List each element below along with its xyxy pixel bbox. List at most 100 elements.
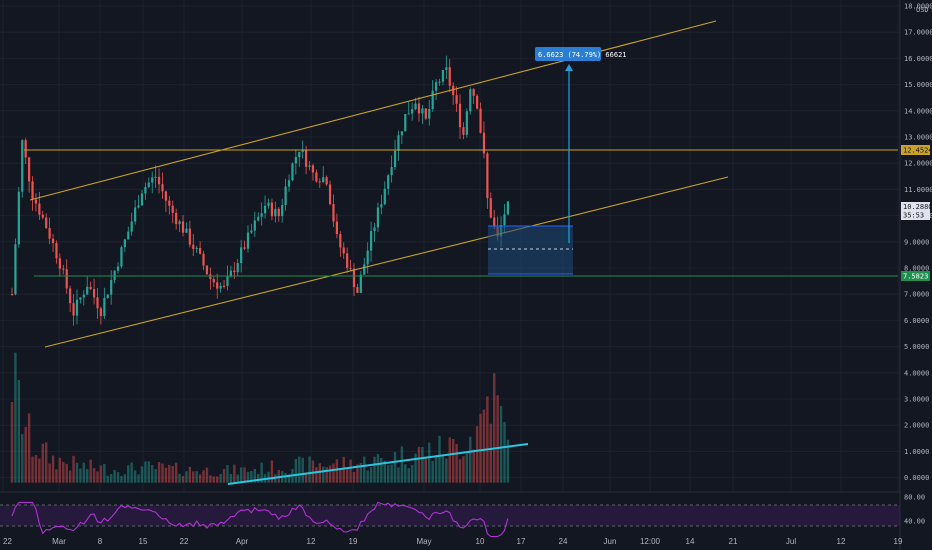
candle-body bbox=[65, 269, 68, 289]
candle-body bbox=[55, 243, 58, 259]
candle-body bbox=[48, 228, 51, 239]
volume-bar bbox=[308, 456, 311, 483]
candle-body bbox=[233, 270, 236, 273]
candle-body bbox=[69, 288, 72, 304]
volume-bar bbox=[451, 439, 455, 483]
volume-bar bbox=[233, 464, 236, 483]
candle-body bbox=[188, 228, 191, 245]
volume-bar bbox=[174, 462, 178, 483]
volume-bar bbox=[219, 473, 222, 483]
volume-bar bbox=[294, 459, 298, 483]
candle-body bbox=[373, 227, 376, 232]
grid-lines bbox=[0, 0, 900, 540]
volume-bar bbox=[27, 413, 31, 483]
price-tick-label: 11.0000 bbox=[904, 186, 932, 194]
volume-bar bbox=[62, 461, 65, 483]
volume-bar bbox=[58, 457, 62, 483]
volume-trend-line[interactable] bbox=[227, 443, 529, 485]
volume-bar bbox=[253, 469, 257, 483]
candle-body bbox=[452, 85, 455, 96]
candle-body bbox=[407, 113, 410, 115]
volume-bar bbox=[383, 460, 386, 483]
volume-bar bbox=[369, 467, 373, 483]
candle-body bbox=[113, 270, 116, 280]
volume-bar bbox=[75, 462, 79, 483]
volume-bar bbox=[116, 472, 120, 483]
price-tick-label: 12.0000 bbox=[904, 160, 932, 168]
price-tick-label: 0.0000 bbox=[904, 474, 929, 482]
candle-body bbox=[79, 297, 82, 300]
volume-bar bbox=[270, 460, 274, 483]
volume-bar bbox=[106, 475, 109, 483]
volume-bar bbox=[21, 434, 24, 483]
candle-body bbox=[428, 108, 431, 119]
candle-body bbox=[424, 108, 427, 119]
volume-bar bbox=[195, 471, 198, 483]
candle-body bbox=[393, 150, 397, 168]
long-position-zone[interactable] bbox=[488, 226, 573, 274]
date-tick-label: 19 bbox=[894, 537, 903, 546]
volume-bar bbox=[157, 462, 161, 483]
candle-body bbox=[110, 279, 113, 295]
volume-bar bbox=[428, 442, 431, 483]
candle-body bbox=[151, 177, 154, 183]
candle-body bbox=[438, 81, 441, 83]
candle-body bbox=[130, 221, 133, 232]
candle-body bbox=[445, 67, 448, 70]
volume-bar bbox=[380, 458, 383, 483]
candle-body bbox=[486, 153, 489, 199]
candle-body bbox=[106, 294, 109, 298]
date-tick-label: 14 bbox=[686, 537, 695, 546]
candle-body bbox=[434, 82, 438, 91]
volume-bar bbox=[10, 402, 14, 483]
volume-bar bbox=[68, 470, 72, 483]
volume-bar bbox=[352, 472, 356, 483]
time-axis[interactable]: 22 Mar 8 15 22 Apr 12 19 May 10 17 24 Jun 12:00 14 21 Ju… bbox=[3, 537, 903, 546]
candle-body bbox=[38, 203, 41, 215]
candle-body bbox=[332, 204, 335, 222]
volume-bar bbox=[304, 472, 308, 483]
date-tick-label: 15 bbox=[139, 537, 148, 546]
lower-channel-line[interactable] bbox=[44, 176, 729, 348]
candle-body bbox=[226, 276, 229, 286]
candle-body bbox=[356, 287, 359, 293]
upper-channel-line[interactable] bbox=[29, 20, 717, 201]
candle-body bbox=[21, 140, 24, 192]
resistance-marker bbox=[901, 145, 930, 155]
volume-bar bbox=[407, 468, 410, 483]
candle-body bbox=[62, 268, 65, 270]
price-range-label: 6.6623 (74.79%) 66621 bbox=[538, 51, 627, 59]
candle-body bbox=[209, 274, 212, 280]
volume-bar bbox=[82, 462, 86, 483]
volume-bar bbox=[99, 465, 103, 483]
candle-body bbox=[263, 205, 267, 214]
trend-drawings[interactable]: 6.6623 (74.79%) 66621 bbox=[24, 20, 898, 485]
price-tick-label: 7.0000 bbox=[904, 291, 929, 299]
candle-body bbox=[308, 165, 311, 167]
candle-body bbox=[96, 297, 99, 309]
date-tick-label: Jun bbox=[604, 537, 617, 546]
price-tick-label: 14.0000 bbox=[904, 107, 932, 115]
candle-body bbox=[243, 247, 246, 249]
rsi-pane-background bbox=[0, 492, 900, 550]
volume-bar bbox=[318, 463, 321, 483]
volume-bar bbox=[164, 467, 168, 483]
volume-bar bbox=[482, 409, 486, 483]
candle-body bbox=[387, 175, 390, 189]
candle-body bbox=[281, 204, 284, 217]
candle-body bbox=[14, 244, 17, 295]
candle-body bbox=[267, 202, 270, 206]
candle-body bbox=[181, 221, 185, 233]
price-range-label-box[interactable] bbox=[535, 47, 601, 61]
candle-body bbox=[311, 165, 315, 173]
candle-body bbox=[284, 186, 287, 205]
volume-bar bbox=[486, 396, 489, 483]
candle-body bbox=[390, 167, 393, 176]
volume-bar bbox=[455, 443, 458, 483]
price-tick-label: 8.0000 bbox=[904, 265, 929, 273]
candle-body bbox=[322, 177, 325, 183]
volume-bar bbox=[202, 470, 205, 483]
volume-bar bbox=[178, 473, 181, 483]
candle-body bbox=[147, 182, 150, 187]
